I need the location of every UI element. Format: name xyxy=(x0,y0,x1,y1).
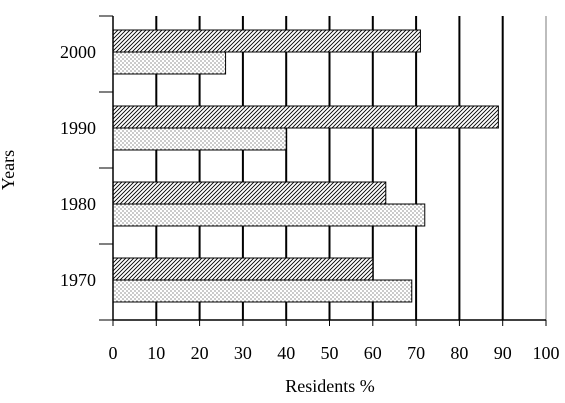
y-axis-title: Years xyxy=(0,150,18,190)
bar-1990-diagonal-hatch xyxy=(112,105,499,129)
x-tick-label: 0 xyxy=(109,343,118,363)
x-tick-label: 80 xyxy=(450,343,468,363)
x-tick-label: 90 xyxy=(494,343,512,363)
axes xyxy=(99,15,547,326)
x-tick-label: 10 xyxy=(147,343,165,363)
y-tick-label: 1980 xyxy=(60,194,96,214)
y-tick-label: 1990 xyxy=(60,118,96,138)
bar-1990-dotted xyxy=(112,127,287,151)
x-tick-label: 30 xyxy=(234,343,252,363)
x-tick-label: 20 xyxy=(191,343,209,363)
bar-1980-diagonal-hatch xyxy=(112,181,387,205)
x-tick-label: 100 xyxy=(533,343,560,363)
bar-2000-diagonal-hatch xyxy=(112,29,421,53)
x-tick-label: 70 xyxy=(407,343,425,363)
x-axis-title: Residents % xyxy=(285,376,375,396)
y-tick-label: 2000 xyxy=(60,42,96,62)
x-tick-label: 40 xyxy=(277,343,295,363)
x-tick-label: 60 xyxy=(364,343,382,363)
bar-1970-diagonal-hatch xyxy=(112,257,374,281)
tick-labels: 0 10 20 30 40 50 60 70 80 90 100 2000 1990 1980 1970 xyxy=(60,42,560,363)
bar-2000-dotted xyxy=(112,51,227,75)
x-tick-label: 50 xyxy=(321,343,339,363)
bar-1970-dotted xyxy=(112,279,413,303)
bars xyxy=(112,29,499,303)
y-tick-label: 1970 xyxy=(60,270,96,290)
bar-1980-dotted xyxy=(112,203,426,227)
